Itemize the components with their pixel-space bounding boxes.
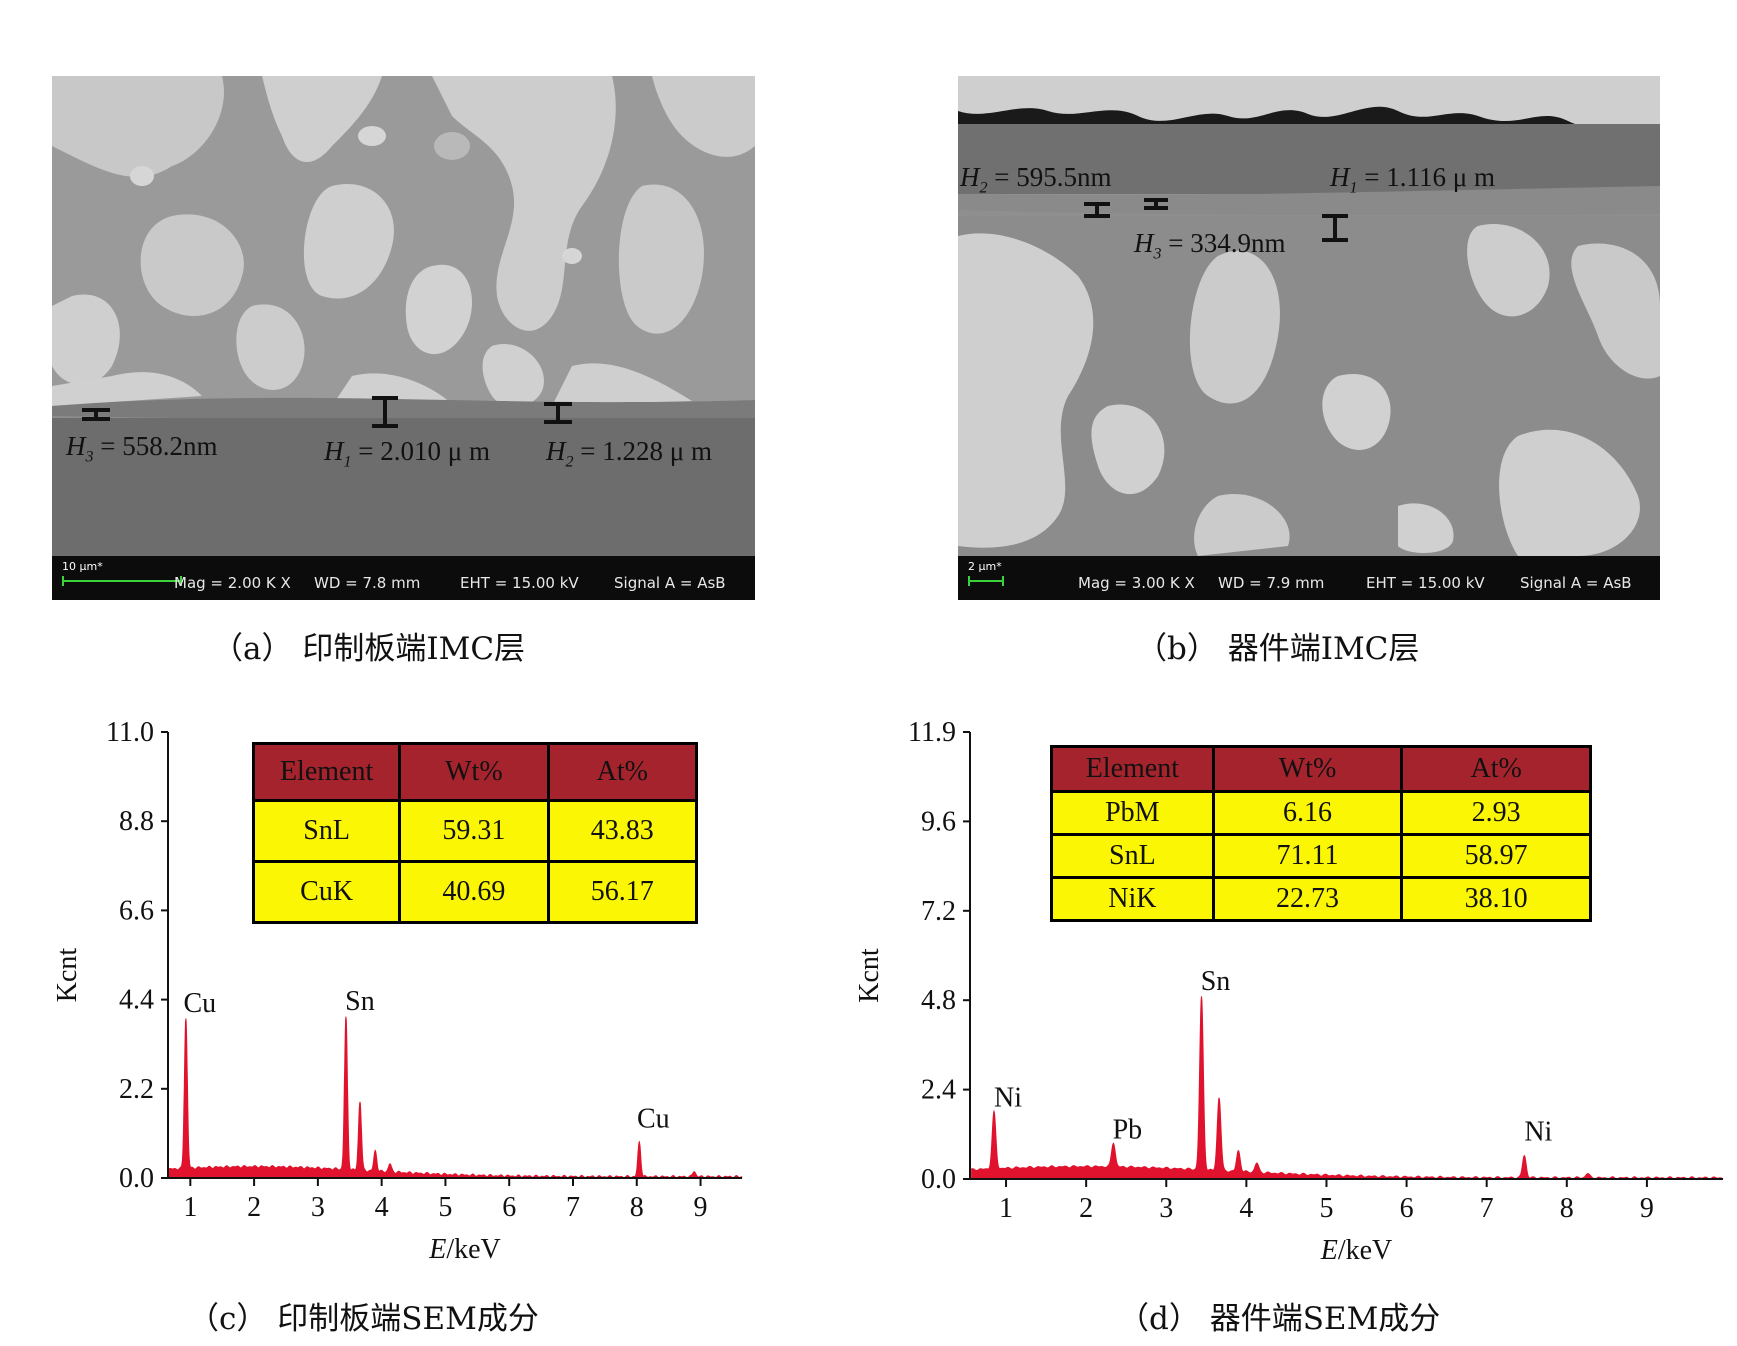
eht-readout-b: EHT = 15.00 kV <box>1366 574 1485 592</box>
peak-label: Pb <box>1113 1115 1143 1146</box>
table-row: SnL 59.31 43.83 <box>251 799 699 863</box>
x-axis-label: E/keV <box>428 1234 501 1265</box>
scale-bar-label-a: 10 μm* <box>62 560 103 573</box>
scale-bar-b <box>968 576 1004 586</box>
y-tick-label: 11.0 <box>106 717 154 748</box>
x-tick-label: 4 <box>375 1192 389 1223</box>
caption-a: （a） 印制板端IMC层 <box>212 631 526 667</box>
measurement-h1-b: H1 = 1.116 μ m <box>1330 162 1495 197</box>
x-tick-label: 7 <box>1480 1193 1494 1224</box>
peak-label: Ni <box>1524 1116 1552 1147</box>
caption-d: （d） 器件端SEM成分 <box>1118 1301 1441 1337</box>
peak-label: Sn <box>1201 966 1231 997</box>
spectrum-series <box>168 1016 743 1179</box>
col-header-wt: Wt% <box>398 742 550 802</box>
x-tick-label: 7 <box>566 1192 580 1223</box>
eht-readout-a: EHT = 15.00 kV <box>460 574 579 592</box>
spectrum-series <box>971 996 1724 1180</box>
eds-chart-c: 0.0 2.2 4.4 6.6 8.8 11.0 1 2 3 4 5 6 7 8 9 E/keV Kcnt Cu S… <box>52 717 743 1265</box>
x-tick-label: 9 <box>1640 1193 1654 1224</box>
measurement-h3-b: H3 = 334.9nm <box>1134 228 1286 263</box>
sem-image-b: H2 = 595.5nm H1 = 1.116 μ m H3 = 334.9nm… <box>958 76 1660 600</box>
peak-label: Cu <box>184 988 217 1019</box>
wd-readout-a: WD = 7.8 mm <box>314 574 421 592</box>
x-tick-label: 4 <box>1239 1193 1253 1224</box>
x-axis-label: E/keV <box>1320 1235 1393 1266</box>
y-tick-label: 2.2 <box>119 1074 154 1105</box>
wd-readout-b: WD = 7.9 mm <box>1218 574 1325 592</box>
y-tick-label: 4.8 <box>921 985 956 1016</box>
col-header-element: Element <box>1050 745 1215 793</box>
y-tick-label: 11.9 <box>908 717 956 748</box>
table-header-row: Element Wt% At% <box>1050 745 1592 793</box>
peak-label: Sn <box>345 986 375 1017</box>
composition-table-c: Element Wt% At% SnL 59.31 43.83 CuK 40.6… <box>251 742 699 924</box>
y-tick-label: 7.2 <box>921 896 956 927</box>
table-row: NiK 22.73 38.10 <box>1050 876 1592 922</box>
sem-info-bar-b: 2 μm* Mag = 3.00 K X WD = 7.9 mm EHT = 1… <box>958 556 1660 600</box>
x-tick-label: 3 <box>1159 1193 1173 1224</box>
eds-chart-d: 0.0 2.4 4.8 7.2 9.6 11.9 1 2 3 4 5 6 7 8 9 E/keV Kcnt Ni P… <box>858 717 1724 1266</box>
measurement-h1-a: H1 = 2.010 μ m <box>324 436 490 471</box>
col-header-at: At% <box>1400 745 1592 793</box>
x-tick-label: 6 <box>1400 1193 1414 1224</box>
measurement-h2-a: H2 = 1.228 μ m <box>546 436 712 471</box>
x-tick-label: 1 <box>183 1192 197 1223</box>
x-tick-label: 5 <box>1319 1193 1333 1224</box>
y-tick-label: 0.0 <box>119 1163 154 1194</box>
x-tick-label: 6 <box>502 1192 516 1223</box>
measurement-h2-b: H2 = 595.5nm <box>960 162 1112 197</box>
sem-info-bar-a: 10 μm* Mag = 2.00 K X WD = 7.8 mm EHT = … <box>52 556 755 600</box>
mag-readout-b: Mag = 3.00 K X <box>1078 574 1195 592</box>
y-tick-label: 9.6 <box>921 806 956 837</box>
composition-table-d: Element Wt% At% PbM 6.16 2.93 SnL 71.11 … <box>1050 745 1592 922</box>
x-tick-label: 3 <box>311 1192 325 1223</box>
sem-image-a: H3 = 558.2nm H1 = 2.010 μ m H2 = 1.228 μ… <box>52 76 755 600</box>
sem-micrograph-b <box>958 76 1660 600</box>
sem-micrograph-a <box>52 76 755 600</box>
col-header-at: At% <box>546 742 699 802</box>
y-tick-label: 2.4 <box>921 1075 956 1106</box>
y-tick-label: 4.4 <box>119 985 154 1016</box>
measurement-bars-a <box>82 396 572 428</box>
peak-label: Ni <box>994 1083 1022 1114</box>
y-tick-label: 8.8 <box>119 806 154 837</box>
table-row: SnL 71.11 58.97 <box>1050 833 1592 879</box>
table-row: PbM 6.16 2.93 <box>1050 790 1592 836</box>
x-tick-label: 9 <box>694 1192 708 1223</box>
y-tick-label: 0.0 <box>921 1164 956 1195</box>
table-row: CuK 40.69 56.17 <box>251 860 699 924</box>
scale-bar-label-b: 2 μm* <box>968 560 1002 573</box>
x-tick-label: 2 <box>1079 1193 1093 1224</box>
measurement-bars-b <box>1084 198 1348 242</box>
scale-bar-a <box>62 576 182 586</box>
table-header-row: Element Wt% At% <box>251 742 699 802</box>
signal-readout-b: Signal A = AsB <box>1520 574 1632 592</box>
x-tick-label: 8 <box>1560 1193 1574 1224</box>
x-tick-label: 2 <box>247 1192 261 1223</box>
y-tick-label: 6.6 <box>119 895 154 926</box>
x-tick-label: 8 <box>630 1192 644 1223</box>
x-tick-label: 1 <box>999 1193 1013 1224</box>
caption-c: （c） 印制板端SEM成分 <box>188 1301 539 1337</box>
caption-b: （b） 器件端IMC层 <box>1136 631 1420 667</box>
col-header-element: Element <box>251 742 402 802</box>
mag-readout-a: Mag = 2.00 K X <box>174 574 291 592</box>
signal-readout-a: Signal A = AsB <box>614 574 726 592</box>
peak-label: Cu <box>637 1104 670 1135</box>
y-axis-label: Kcnt <box>52 948 83 1003</box>
col-header-wt: Wt% <box>1211 745 1404 793</box>
measurement-h3-a: H3 = 558.2nm <box>66 431 218 466</box>
x-tick-label: 5 <box>438 1192 452 1223</box>
y-axis-label: Kcnt <box>858 948 885 1003</box>
